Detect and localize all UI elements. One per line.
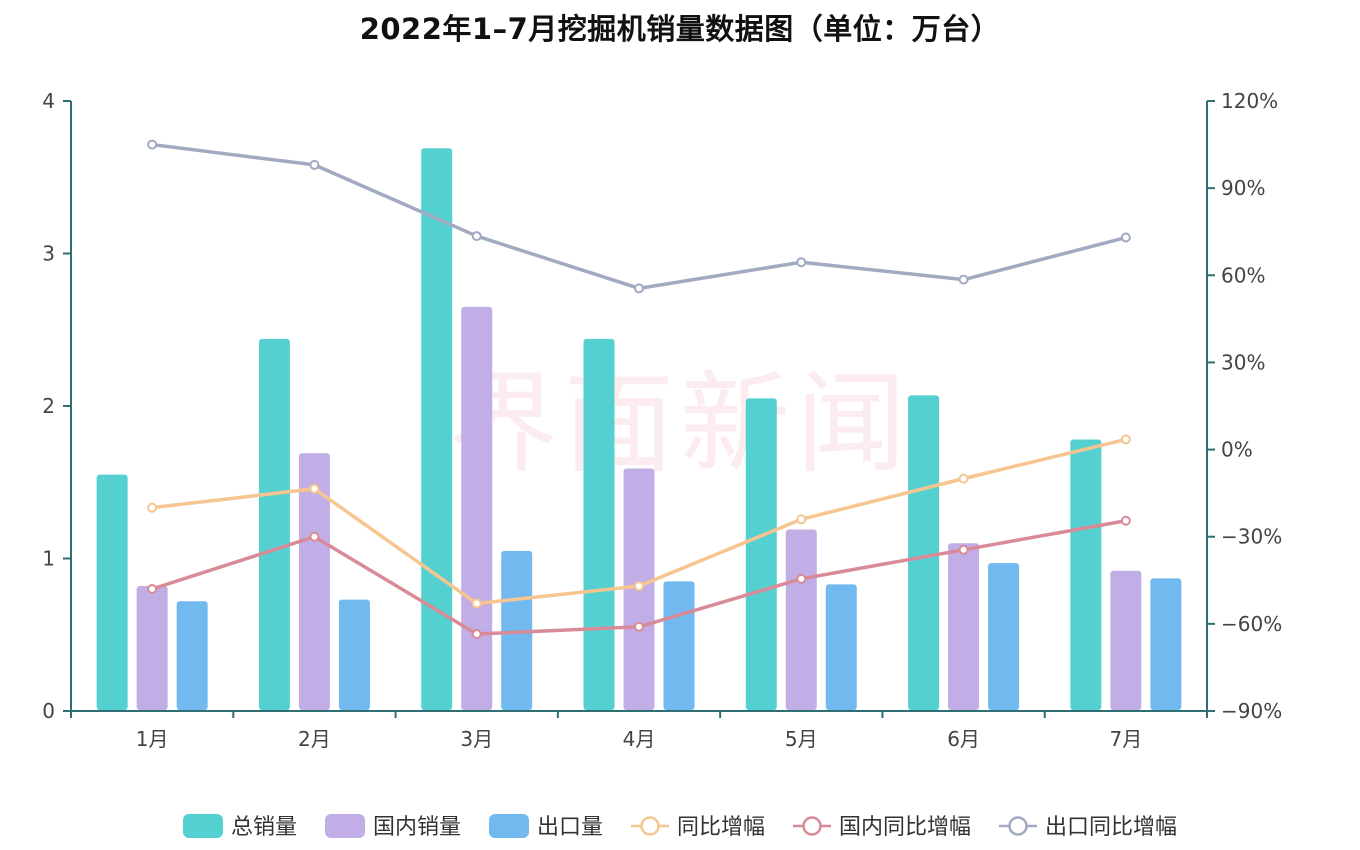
y-tick-label: 4 — [42, 89, 55, 113]
bar-国内销量-1月[interactable] — [136, 585, 168, 710]
point-国内同比增幅-5月[interactable] — [796, 573, 807, 584]
bar-总销量-7月[interactable] — [1070, 439, 1102, 710]
bar-出口量-4月[interactable] — [663, 581, 695, 710]
x-tick-label: 3月 — [460, 727, 493, 751]
legend-icon-总销量[interactable] — [183, 814, 223, 838]
legend-label[interactable]: 出口同比增幅 — [1045, 815, 1177, 840]
point-国内同比增幅-6月[interactable] — [958, 544, 969, 555]
bar-出口量-7月[interactable] — [1150, 578, 1182, 710]
chart-title: 2022年1–7月挖掘机销量数据图（单位：万台） — [359, 12, 1001, 46]
point-同比增幅-5月[interactable] — [796, 514, 807, 525]
point-出口同比增幅-2月[interactable] — [309, 159, 320, 170]
legend-label[interactable]: 国内同比增幅 — [839, 815, 971, 840]
point-国内同比增幅-3月[interactable] — [471, 629, 482, 640]
x-tick-label: 2月 — [298, 727, 331, 751]
point-同比增幅-6月[interactable] — [958, 473, 969, 484]
point-同比增幅-2月[interactable] — [309, 483, 320, 494]
bar-总销量-1月[interactable] — [96, 474, 128, 710]
point-同比增幅-7月[interactable] — [1120, 434, 1131, 445]
y2-tick-label: 30% — [1221, 350, 1265, 374]
bar-国内销量-6月[interactable] — [948, 543, 980, 710]
y-tick-label: 1 — [42, 547, 55, 571]
bar-国内销量-5月[interactable] — [785, 529, 817, 710]
point-国内同比增幅-7月[interactable] — [1120, 515, 1131, 526]
x-tick-label: 5月 — [785, 727, 818, 751]
bar-国内销量-3月[interactable] — [461, 306, 493, 710]
legend-icon-出口量[interactable] — [489, 814, 529, 838]
y2-tick-label: 0% — [1221, 438, 1253, 462]
bar-总销量-3月[interactable] — [421, 148, 453, 710]
bar-国内销量-7月[interactable] — [1110, 570, 1142, 710]
line-出口同比增幅[interactable] — [150, 142, 1128, 291]
point-出口同比增幅-4月[interactable] — [634, 283, 644, 294]
bar-总销量-4月[interactable] — [583, 338, 615, 710]
bar-出口量-3月[interactable] — [501, 550, 533, 710]
bar-总销量-2月[interactable] — [258, 338, 290, 710]
x-tick-label: 7月 — [1109, 727, 1142, 751]
point-同比增幅-1月[interactable] — [147, 502, 158, 513]
point-国内同比增幅-1月[interactable] — [147, 584, 158, 594]
bar-出口量-1月[interactable] — [176, 601, 208, 710]
bar-出口量-2月[interactable] — [338, 599, 370, 710]
point-出口同比增幅-7月[interactable] — [1120, 232, 1131, 243]
y2-tick-label: 60% — [1221, 263, 1265, 287]
point-出口同比增幅-5月[interactable] — [796, 257, 807, 268]
point-国内同比增幅-4月[interactable] — [634, 621, 644, 632]
point-出口同比增幅-6月[interactable] — [958, 274, 969, 285]
point-国内同比增幅-2月[interactable] — [309, 531, 320, 542]
y2-tick-label: −30% — [1221, 525, 1282, 549]
y2-tick-label: −90% — [1221, 699, 1282, 723]
point-同比增幅-3月[interactable] — [471, 598, 482, 609]
legend-label[interactable]: 总销量 — [231, 815, 297, 840]
y-tick-label: 0 — [42, 699, 55, 723]
legend-icon-marker-同比增幅[interactable] — [640, 816, 660, 836]
point-同比增幅-4月[interactable] — [634, 581, 644, 592]
legend-icon-marker-国内同比增幅[interactable] — [802, 816, 822, 836]
bar-总销量-5月[interactable] — [745, 398, 777, 710]
legend-icon-国内销量[interactable] — [325, 814, 365, 838]
x-tick-label: 1月 — [136, 727, 169, 751]
legend-label[interactable]: 国内销量 — [373, 815, 461, 840]
y-tick-label: 3 — [42, 242, 55, 266]
watermark: 界面新闻 — [448, 360, 912, 488]
point-出口同比增幅-1月[interactable] — [147, 139, 158, 150]
point-出口同比增幅-3月[interactable] — [471, 231, 482, 242]
legend-label[interactable]: 同比增幅 — [677, 815, 765, 840]
x-tick-label: 4月 — [623, 727, 656, 751]
legend-label[interactable]: 出口量 — [537, 815, 603, 840]
bar-国内销量-2月[interactable] — [298, 453, 330, 710]
bar-出口量-6月[interactable] — [988, 563, 1020, 710]
x-tick-label: 6月 — [947, 727, 980, 751]
legend-icon-marker-出口同比增幅[interactable] — [1008, 816, 1028, 836]
y2-tick-label: 90% — [1221, 176, 1265, 200]
bar-出口量-5月[interactable] — [825, 584, 857, 710]
y-tick-label: 2 — [42, 394, 55, 418]
y2-tick-label: 120% — [1221, 89, 1278, 113]
bar-总销量-6月[interactable] — [908, 395, 940, 710]
y2-tick-label: −60% — [1221, 612, 1282, 636]
